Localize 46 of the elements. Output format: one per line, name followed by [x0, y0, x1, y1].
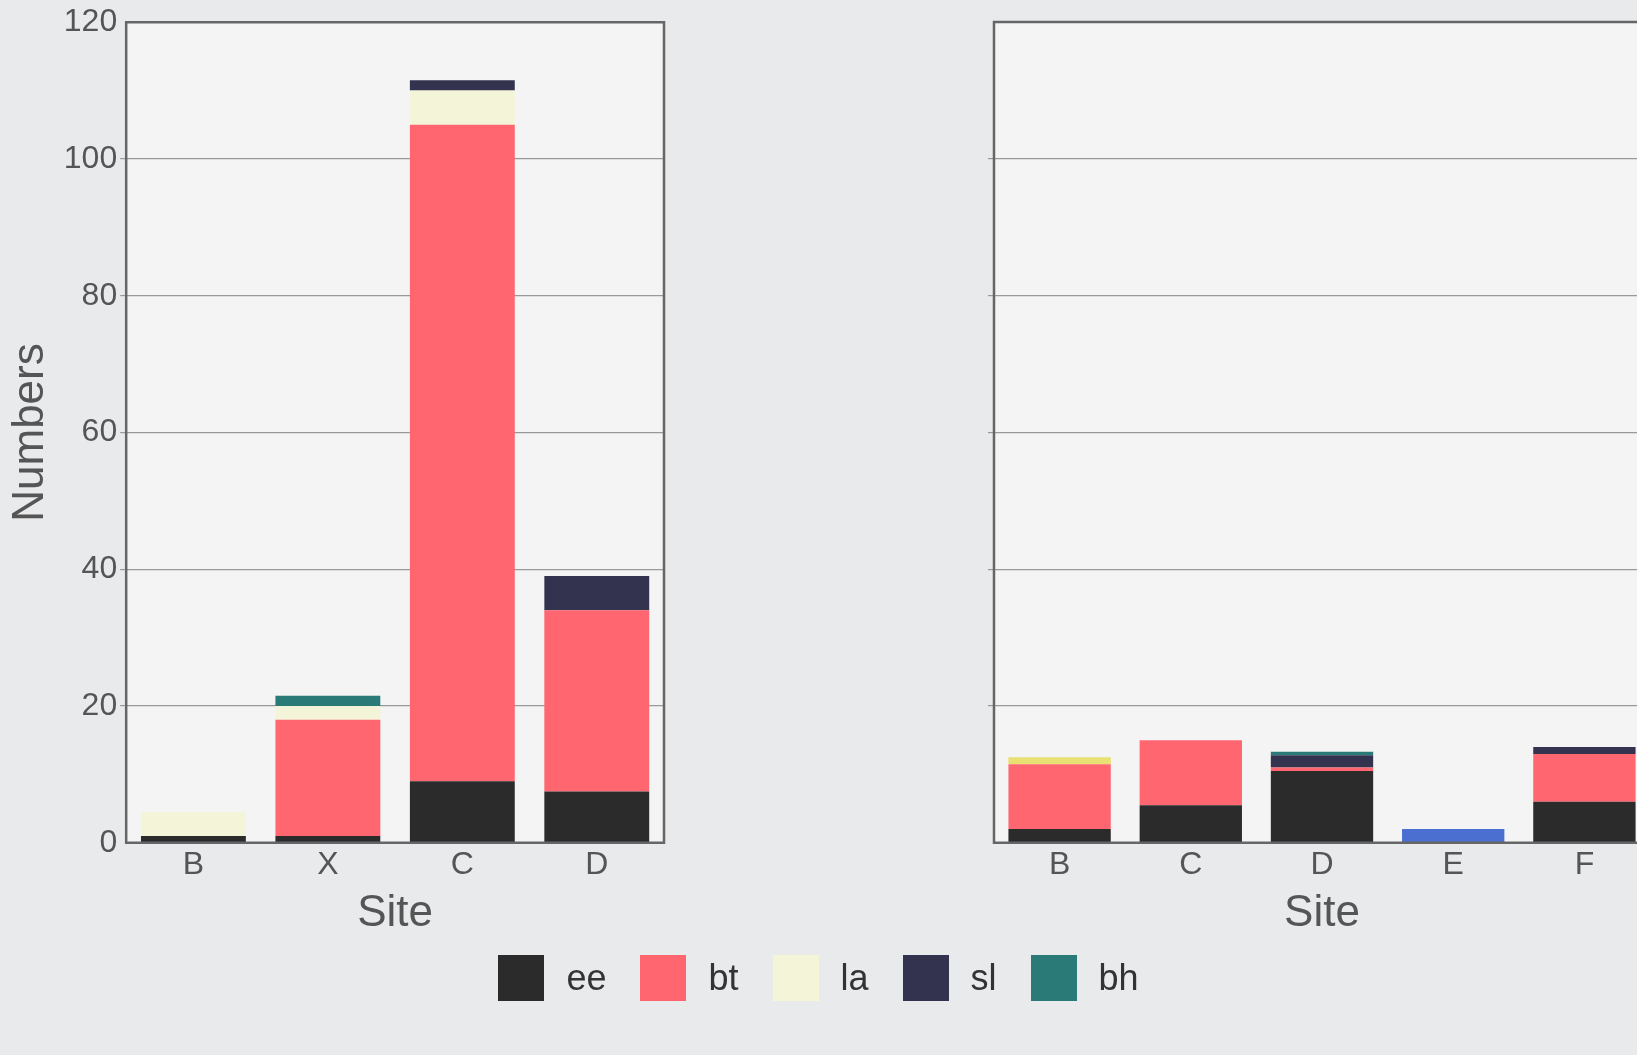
legend-label: sl	[970, 957, 997, 999]
bar	[544, 576, 650, 611]
x-tick-label: E	[1442, 844, 1464, 881]
bar	[1533, 753, 1636, 802]
legend-label: la	[840, 957, 869, 999]
y-tick-label: 20	[81, 685, 118, 722]
bar	[1008, 829, 1111, 843]
y-tick-label: 0	[99, 822, 118, 859]
bar	[275, 695, 381, 707]
bar	[140, 812, 246, 836]
x-tick-label: F	[1574, 844, 1595, 881]
y-axis-title: Numbers	[2, 343, 52, 522]
x-tick-label: X	[317, 844, 339, 881]
bar	[1533, 801, 1636, 843]
bar	[409, 80, 515, 91]
legend-label: bh	[1098, 957, 1139, 999]
x-tick-label: B	[1048, 844, 1071, 881]
bar	[1139, 805, 1242, 843]
x-axis-title: Site	[357, 885, 434, 935]
x-tick-label: D	[1310, 844, 1334, 881]
bar	[409, 781, 515, 843]
y-tick-label: 100	[63, 138, 118, 175]
x-tick-label: D	[585, 844, 609, 881]
bar	[1533, 747, 1636, 754]
bar	[544, 610, 650, 792]
y-tick-label: 40	[81, 549, 118, 586]
bar	[1270, 755, 1374, 768]
bar	[544, 791, 650, 843]
x-tick-label: C	[1179, 844, 1203, 881]
legend-label: bt	[708, 957, 739, 999]
x-tick-label: C	[450, 844, 474, 881]
y-tick-label: 80	[81, 275, 118, 312]
x-axis-title: Site	[1284, 885, 1360, 935]
legend-label: ee	[566, 957, 607, 999]
y-tick-label: 60	[81, 412, 118, 449]
bar	[1402, 829, 1505, 843]
x-tick-label: B	[182, 844, 205, 881]
bar	[1139, 740, 1242, 806]
y-tick-label: 120	[63, 2, 118, 39]
bar	[1008, 757, 1111, 765]
bar	[275, 706, 381, 720]
bar	[1008, 764, 1111, 830]
bar	[409, 124, 515, 782]
bar	[275, 719, 381, 836]
bar	[1270, 770, 1374, 843]
bar	[409, 90, 515, 125]
